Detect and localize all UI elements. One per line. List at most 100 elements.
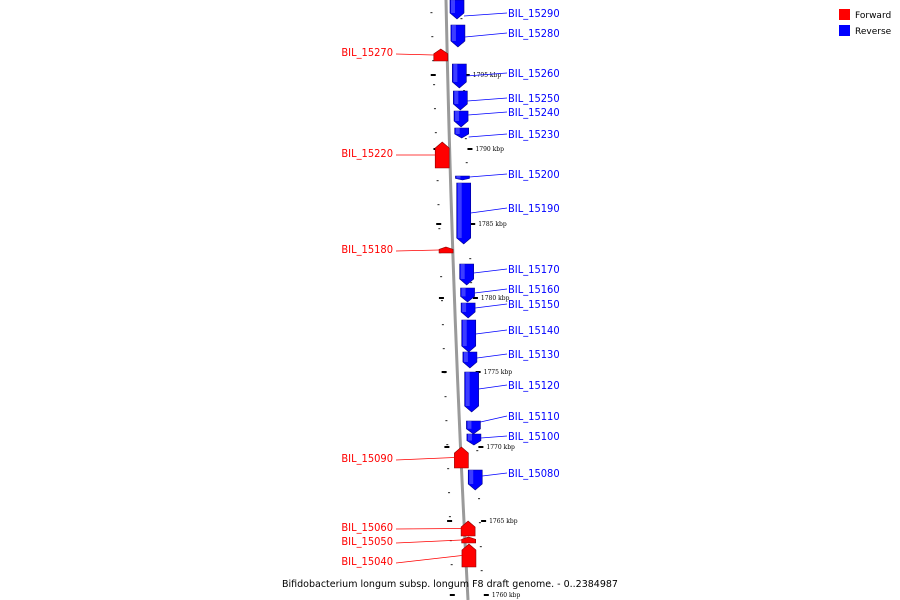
scale-tick-label: 1765 kbp [489,518,518,525]
track-dot [448,516,451,518]
track-dot [432,60,435,62]
scale-tick-mark [447,520,453,522]
gene-label-leader [476,353,508,359]
reverse-gene-label[interactable]: BIL_15240 [508,106,560,119]
reverse-gene-label[interactable]: BIL_15150 [508,298,560,311]
reverse-gene-label[interactable]: BIL_15200 [508,168,560,181]
backbone-line [444,0,470,600]
gene-label-leader [480,435,508,439]
scale-tick-mark [478,446,484,448]
track-dot [446,444,449,446]
reverse-gene-label[interactable]: BIL_15170 [508,263,560,276]
scale-tick-mark [441,371,447,373]
track-dot [441,300,443,302]
track-dot [442,348,445,350]
gene-label-leader [478,384,508,390]
reverse-gene-label[interactable]: BIL_15190 [508,202,560,215]
gene-label-leader [395,457,455,461]
gene-shading [465,372,470,406]
gene-shading [463,352,468,362]
reverse-gene-label[interactable]: BIL_15260 [508,67,560,80]
forward-gene-arrow[interactable] [433,48,449,62]
scale-tick-mark [464,74,470,76]
gene-shading [467,434,472,441]
gene-shading [462,303,467,312]
gene-features [433,0,483,568]
gene-label-leader [395,539,462,544]
track-dot [433,84,436,86]
reverse-gene-label[interactable]: BIL_15140 [508,324,560,337]
gene-shading [460,264,465,279]
gene-shading [467,421,472,429]
scale-tick-label: 1790 kbp [475,146,504,153]
reverse-legend-swatch [839,25,850,36]
reverse-gene-label[interactable]: BIL_15250 [508,92,560,105]
scale-tick-label: 1780 kbp [481,295,510,302]
scale-tick-mark [483,594,489,596]
track-dot [478,522,481,524]
scale-tick-mark [467,148,473,150]
scale-tick-mark [449,594,455,596]
scale-tick-label: 1775 kbp [484,369,513,376]
forward-gene-arrow[interactable] [454,446,469,469]
reverse-gene-label[interactable]: BIL_15130 [508,348,560,361]
gene-shading [455,128,460,134]
forward-gene-label[interactable]: BIL_15060 [341,521,393,534]
forward-gene-label[interactable]: BIL_15050 [341,535,393,548]
reverse-legend-label: Reverse [855,27,892,37]
track-dot [448,492,451,494]
track-dot [479,546,482,548]
track-dot [478,498,481,500]
track-dot [438,228,441,230]
track-dot [465,162,468,164]
reverse-gene-label[interactable]: BIL_15100 [508,430,560,443]
forward-gene-label[interactable]: BIL_15090 [341,452,393,465]
gene-label-leader [482,472,508,477]
gene-shading [469,470,474,484]
track-dot [460,18,463,20]
forward-gene-arrow[interactable] [461,536,476,544]
reverse-gene-label[interactable]: BIL_15280 [508,27,560,40]
reverse-gene-label[interactable]: BIL_15110 [508,410,560,423]
forward-gene-arrow[interactable] [438,246,454,254]
gene-label-leader [470,207,508,214]
gene-shading [456,176,461,179]
forward-gene-arrow[interactable] [460,520,476,537]
forward-gene-arrow[interactable] [461,543,477,568]
legend: Forward Reverse [839,9,892,37]
scale-ticks: 1795 kbp 1790 kbp 1785 kbp 1780 kbp 1775 kbp… [430,72,520,599]
gene-label-leader [468,111,508,116]
reverse-gene-label[interactable]: BIL_15230 [508,128,560,141]
scale-tick-label: 1785 kbp [478,221,507,228]
gene-label-leader [467,97,508,102]
track-dot [470,282,473,284]
track-dot [450,564,453,566]
track-dot [464,138,467,140]
track-dot [437,204,440,206]
track-dot [430,12,433,14]
gene-label-leader [395,555,462,564]
gene-label-leader [395,249,440,252]
gene-shading [455,111,460,121]
forward-gene-label[interactable]: BIL_15040 [341,555,393,568]
scale-tick-label: 1795 kbp [473,72,502,79]
genome-backbone [430,0,483,600]
track-dot [445,420,448,422]
gene-label-leader [464,32,508,38]
track-dot [447,468,450,470]
forward-gene-arrow[interactable] [434,141,450,169]
forward-gene-label[interactable]: BIL_15270 [341,46,393,59]
gene-shading [457,183,462,238]
forward-gene-label[interactable]: BIL_15220 [341,147,393,160]
reverse-gene-label[interactable]: BIL_15290 [508,7,560,20]
forward-gene-label[interactable]: BIL_15180 [341,243,393,256]
reverse-gene-label[interactable]: BIL_15160 [508,283,560,296]
gene-shading [451,0,455,13]
reverse-gene-label[interactable]: BIL_15120 [508,379,560,392]
track-dot [440,276,443,278]
track-dot [469,258,472,260]
track-dot [433,108,436,110]
track-dot [441,324,444,326]
gene-label-leader [466,72,508,77]
reverse-gene-label[interactable]: BIL_15080 [508,467,560,480]
